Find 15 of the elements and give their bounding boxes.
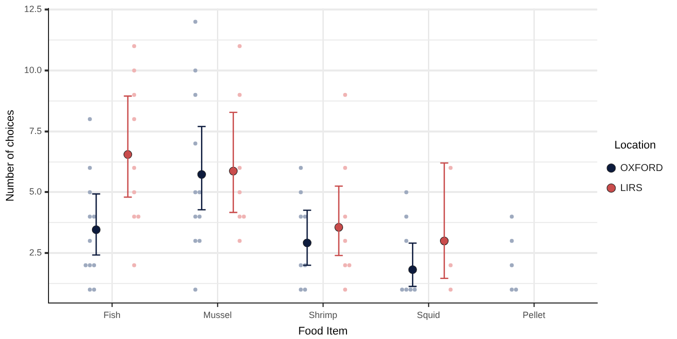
legend-label: LIRS bbox=[620, 182, 643, 194]
y-axis-title: Number of choices bbox=[4, 109, 17, 202]
y-tick-label: 12.5 bbox=[24, 4, 42, 14]
x-axis-title: Food Item bbox=[298, 325, 348, 338]
x-tick-label: Pellet bbox=[522, 310, 546, 320]
x-tick-label: Squid bbox=[416, 310, 440, 320]
x-tick-label: Mussel bbox=[203, 310, 232, 320]
y-tick-label: 7.5 bbox=[29, 126, 42, 136]
y-tick-label: 5.0 bbox=[29, 186, 42, 197]
y-tick-label: 2.5 bbox=[29, 248, 42, 258]
x-tick-label: Fish bbox=[104, 310, 121, 320]
legend-title: Location bbox=[614, 139, 656, 152]
legend-label: OXFORD bbox=[620, 162, 664, 174]
y-tick-label: 10.0 bbox=[24, 64, 42, 75]
x-tick-label: Shrimp bbox=[308, 310, 338, 320]
